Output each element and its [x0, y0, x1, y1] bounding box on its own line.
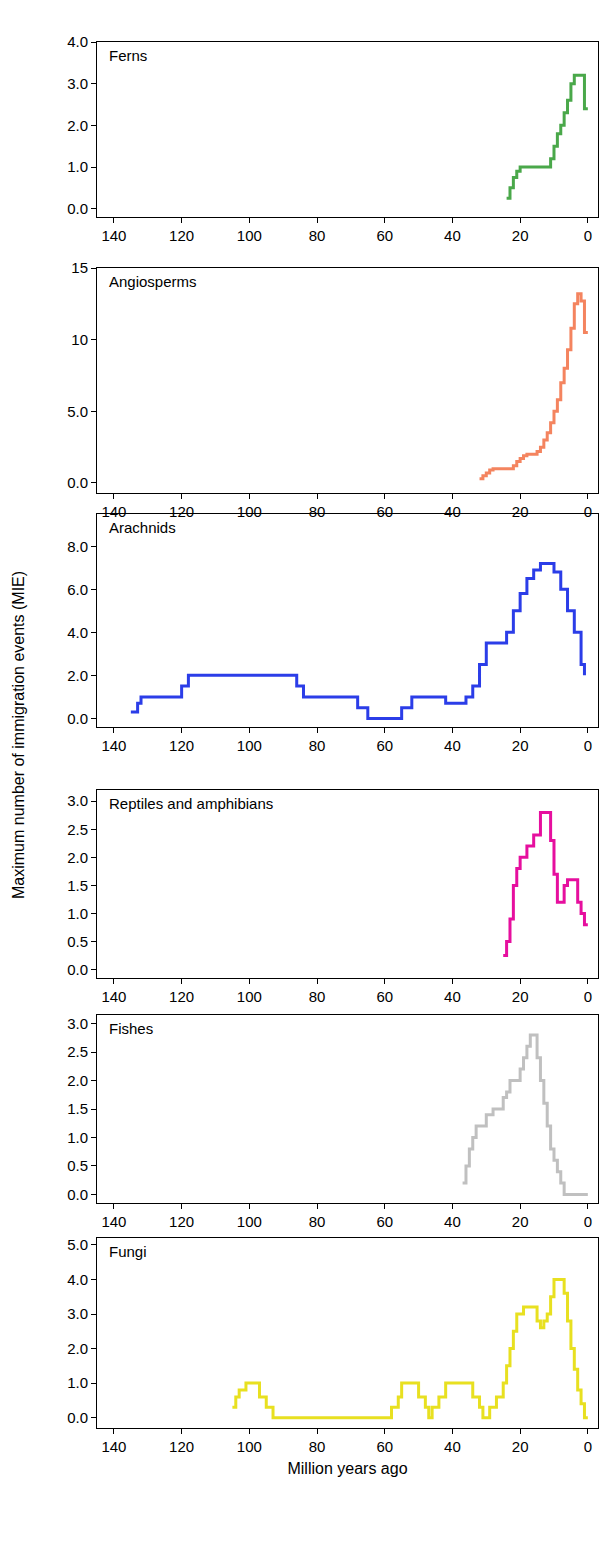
svg-text:Maximum number of immigration: Maximum number of immigration events (MI… [10, 571, 27, 899]
svg-text:120: 120 [169, 737, 194, 754]
svg-text:Million years ago: Million years ago [287, 1460, 407, 1477]
svg-text:40: 40 [444, 227, 461, 244]
svg-text:Fishes: Fishes [109, 1020, 153, 1037]
svg-text:2.0: 2.0 [67, 117, 88, 134]
svg-text:1.0: 1.0 [67, 905, 88, 922]
svg-text:80: 80 [309, 227, 326, 244]
svg-text:1.0: 1.0 [67, 1129, 88, 1146]
svg-text:0.0: 0.0 [67, 200, 88, 217]
svg-text:120: 120 [169, 227, 194, 244]
svg-text:2.0: 2.0 [67, 1340, 88, 1357]
svg-text:10: 10 [71, 331, 88, 348]
svg-text:1.5: 1.5 [67, 877, 88, 894]
svg-text:0: 0 [584, 1438, 592, 1455]
svg-text:Fungi: Fungi [109, 1243, 147, 1260]
svg-text:40: 40 [444, 1213, 461, 1230]
svg-text:4.0: 4.0 [67, 33, 88, 50]
svg-text:100: 100 [237, 988, 262, 1005]
svg-text:120: 120 [169, 988, 194, 1005]
svg-text:120: 120 [169, 1438, 194, 1455]
svg-text:8.0: 8.0 [67, 538, 88, 555]
svg-text:80: 80 [309, 988, 326, 1005]
svg-text:100: 100 [237, 737, 262, 754]
svg-text:5.0: 5.0 [67, 1236, 88, 1253]
svg-text:0.0: 0.0 [67, 710, 88, 727]
svg-text:140: 140 [101, 503, 126, 520]
svg-text:1.0: 1.0 [67, 158, 88, 175]
svg-text:100: 100 [237, 503, 262, 520]
svg-text:0: 0 [584, 988, 592, 1005]
svg-text:60: 60 [376, 503, 393, 520]
svg-text:140: 140 [101, 227, 126, 244]
svg-text:140: 140 [101, 737, 126, 754]
svg-text:0.0: 0.0 [67, 961, 88, 978]
svg-text:2.5: 2.5 [67, 821, 88, 838]
svg-text:20: 20 [512, 737, 529, 754]
svg-text:15: 15 [71, 259, 88, 276]
svg-text:3.0: 3.0 [67, 1305, 88, 1322]
svg-text:0: 0 [584, 503, 592, 520]
svg-text:40: 40 [444, 1438, 461, 1455]
svg-text:3.0: 3.0 [67, 1015, 88, 1032]
svg-text:2.0: 2.0 [67, 667, 88, 684]
svg-text:0.0: 0.0 [67, 1409, 88, 1426]
svg-text:2.5: 2.5 [67, 1043, 88, 1060]
svg-text:3.0: 3.0 [67, 792, 88, 809]
svg-text:4.0: 4.0 [67, 624, 88, 641]
svg-text:80: 80 [309, 737, 326, 754]
svg-text:0.5: 0.5 [67, 933, 88, 950]
svg-text:Angiosperms: Angiosperms [109, 273, 197, 290]
svg-text:5.0: 5.0 [67, 403, 88, 420]
svg-text:140: 140 [101, 1438, 126, 1455]
svg-text:0: 0 [584, 227, 592, 244]
svg-text:0: 0 [584, 1213, 592, 1230]
svg-text:80: 80 [309, 503, 326, 520]
svg-text:20: 20 [512, 503, 529, 520]
svg-text:Ferns: Ferns [109, 47, 147, 64]
svg-text:Arachnids: Arachnids [109, 519, 176, 536]
svg-text:60: 60 [376, 1438, 393, 1455]
svg-text:0: 0 [584, 737, 592, 754]
svg-text:1.0: 1.0 [67, 1374, 88, 1391]
svg-text:140: 140 [101, 1213, 126, 1230]
svg-text:6.0: 6.0 [67, 581, 88, 598]
svg-text:100: 100 [237, 1213, 262, 1230]
svg-text:120: 120 [169, 503, 194, 520]
svg-text:0.0: 0.0 [67, 1186, 88, 1203]
svg-text:1.5: 1.5 [67, 1100, 88, 1117]
svg-text:140: 140 [101, 988, 126, 1005]
svg-text:2.0: 2.0 [67, 849, 88, 866]
svg-text:60: 60 [376, 1213, 393, 1230]
svg-text:20: 20 [512, 1438, 529, 1455]
svg-text:40: 40 [444, 988, 461, 1005]
svg-text:40: 40 [444, 503, 461, 520]
svg-text:100: 100 [237, 1438, 262, 1455]
svg-text:2.0: 2.0 [67, 1072, 88, 1089]
svg-text:80: 80 [309, 1213, 326, 1230]
svg-text:40: 40 [444, 737, 461, 754]
svg-text:4.0: 4.0 [67, 1271, 88, 1288]
svg-text:20: 20 [512, 988, 529, 1005]
svg-text:20: 20 [512, 1213, 529, 1230]
svg-text:0.5: 0.5 [67, 1157, 88, 1174]
svg-text:100: 100 [237, 227, 262, 244]
svg-text:3.0: 3.0 [67, 75, 88, 92]
svg-text:60: 60 [376, 227, 393, 244]
svg-text:120: 120 [169, 1213, 194, 1230]
svg-text:20: 20 [512, 227, 529, 244]
svg-text:80: 80 [309, 1438, 326, 1455]
svg-text:60: 60 [376, 988, 393, 1005]
svg-text:0.0: 0.0 [67, 474, 88, 491]
svg-text:Reptiles and amphibians: Reptiles and amphibians [109, 795, 273, 812]
svg-text:60: 60 [376, 737, 393, 754]
